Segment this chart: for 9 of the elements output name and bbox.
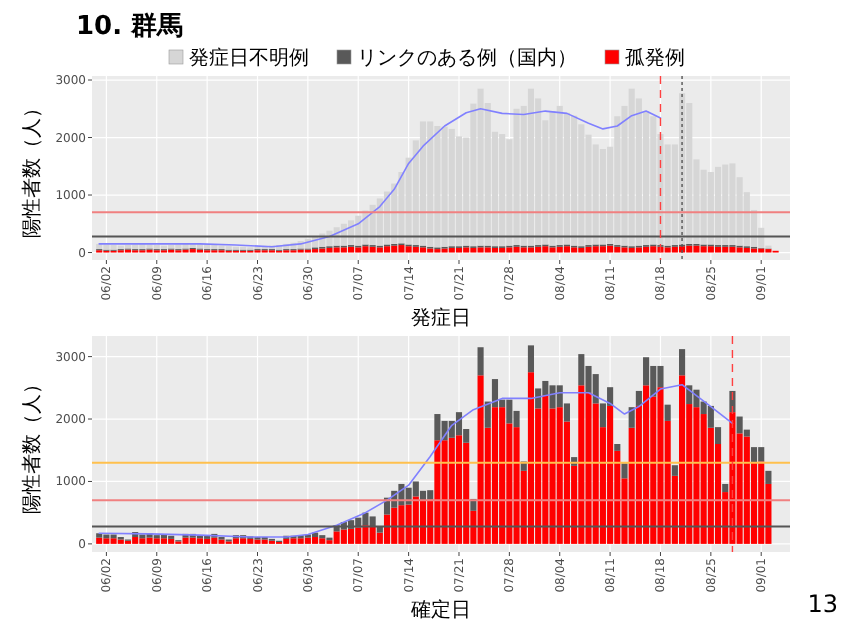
y-axis-title: 陽性者数（人）	[20, 98, 44, 238]
x-axis-title: 発症日	[411, 306, 471, 330]
text: 13	[807, 590, 838, 618]
x-axis-title: 確定日	[409, 598, 471, 622]
chart-title: 10. 群馬	[76, 12, 184, 42]
legend-label: 発症日不明例	[189, 45, 309, 70]
y-axis-title: 陽性者数（人）	[20, 374, 44, 514]
legend-label: リンクのある例（国内）	[357, 45, 577, 70]
legend-label: 孤発例	[625, 45, 685, 70]
